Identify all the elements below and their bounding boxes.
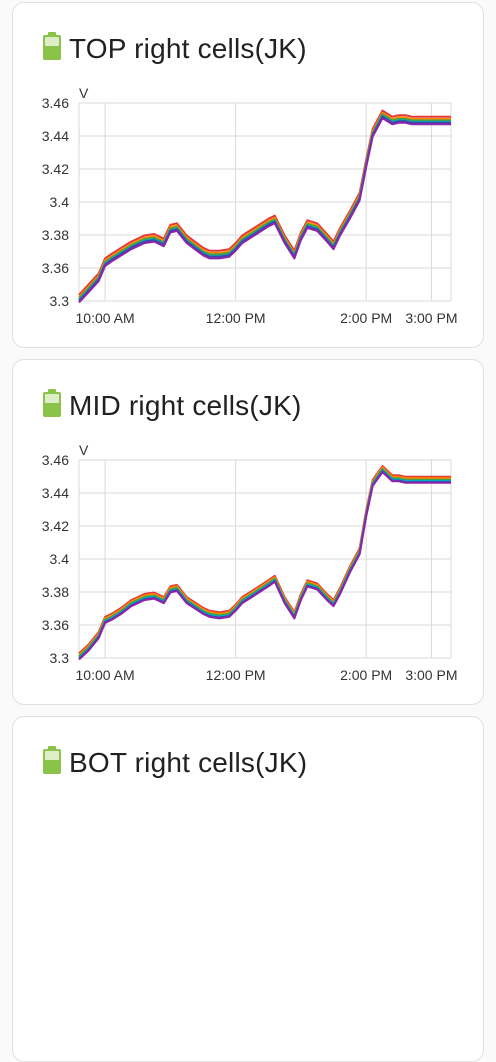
x-tick-label: 3:00 PM bbox=[405, 310, 457, 326]
series-line bbox=[78, 111, 451, 298]
series-line bbox=[78, 113, 451, 300]
card-header: TOP right cells(JK) bbox=[41, 31, 307, 66]
series-line bbox=[78, 470, 451, 660]
series-line bbox=[78, 471, 451, 661]
card-title: MID right cells(JK) bbox=[69, 389, 302, 421]
line-chart[interactable]: V 3.46 3.44 3.42 3.4 3.38 3.36 3.3 10:00 AM 12:00… bbox=[13, 360, 485, 706]
y-tick-label: 3.42 bbox=[42, 518, 69, 534]
y-tick-label: 3.4 bbox=[50, 194, 70, 210]
y-tick-label: 3.44 bbox=[42, 128, 69, 144]
y-tick-label: 3.3 bbox=[50, 650, 70, 666]
y-axis-label: V bbox=[79, 442, 89, 458]
x-tick-label: 2:00 PM bbox=[340, 310, 392, 326]
y-tick-label: 3.38 bbox=[42, 227, 69, 243]
y-tick-label: 3.36 bbox=[42, 617, 69, 633]
y-tick-label: 3.36 bbox=[42, 260, 69, 276]
card-header: BOT right cells(JK) bbox=[41, 745, 307, 780]
y-axis-label: V bbox=[79, 85, 89, 101]
x-tick-label: 2:00 PM bbox=[340, 667, 392, 683]
x-tick-label: 12:00 PM bbox=[206, 667, 266, 683]
card-header: MID right cells(JK) bbox=[41, 388, 302, 423]
y-tick-label: 3.4 bbox=[50, 551, 70, 567]
y-tick-label: 3.42 bbox=[42, 161, 69, 177]
battery-icon bbox=[41, 31, 63, 66]
x-tick-label: 10:00 AM bbox=[76, 310, 135, 326]
battery-icon bbox=[41, 745, 63, 780]
series-line bbox=[78, 466, 451, 656]
series-line bbox=[78, 109, 451, 296]
y-tick-label: 3.44 bbox=[42, 485, 69, 501]
y-tick-label: 3.3 bbox=[50, 293, 70, 309]
line-chart[interactable]: V 3.46 3.44 3.42 3.4 3.38 3.36 3.3 10:00 AM 12:00… bbox=[13, 3, 485, 349]
series-line bbox=[78, 465, 451, 655]
y-tick-label: 3.46 bbox=[42, 95, 69, 111]
y-tick-label: 3.46 bbox=[42, 452, 69, 468]
battery-icon bbox=[41, 388, 63, 423]
series-line bbox=[78, 115, 451, 302]
series-line bbox=[78, 114, 451, 301]
chart-card-mid: MID right cells(JK) V 3.46 3.44 3.42 3.4 3.38… bbox=[12, 359, 484, 705]
x-tick-label: 12:00 PM bbox=[206, 310, 266, 326]
series-line bbox=[78, 117, 451, 304]
chart-card-bot: BOT right cells(JK) bbox=[12, 716, 484, 1062]
y-tick-label: 3.38 bbox=[42, 584, 69, 600]
series-line bbox=[78, 468, 451, 658]
chart-card-top: TOP right cells(JK) V 3.46 3.44 3.42 3.4 3.38… bbox=[12, 2, 484, 348]
card-title: TOP right cells(JK) bbox=[69, 32, 307, 64]
x-tick-label: 3:00 PM bbox=[405, 667, 457, 683]
x-tick-label: 10:00 AM bbox=[76, 667, 135, 683]
card-title: BOT right cells(JK) bbox=[69, 746, 308, 778]
series-line bbox=[78, 469, 451, 659]
